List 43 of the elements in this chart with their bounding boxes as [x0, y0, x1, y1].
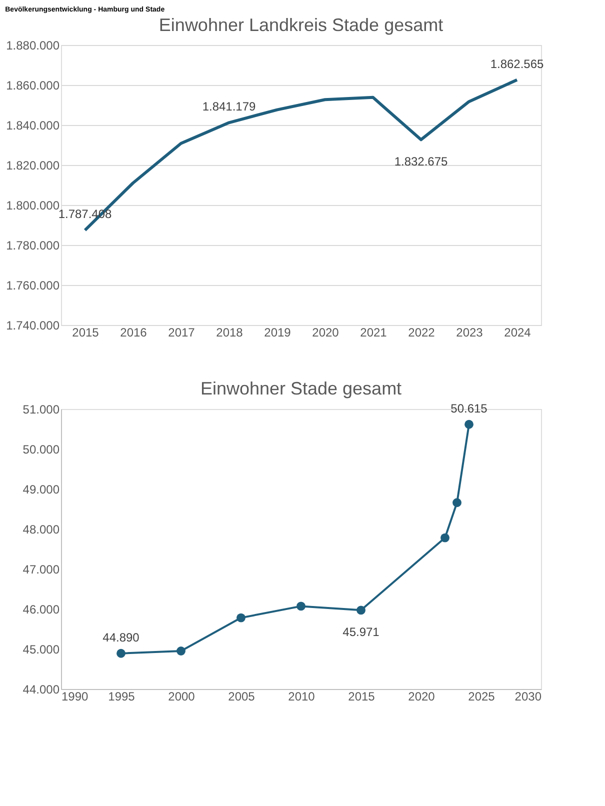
x-tick-label: 2019 — [264, 326, 292, 340]
x-tick-label: 2016 — [120, 326, 148, 340]
x-tick-label: 2015 — [348, 690, 376, 704]
y-tick-label: 1.820.000 — [6, 158, 60, 172]
data-label: 1.862.565 — [490, 56, 544, 71]
data-label: 50.615 — [450, 401, 488, 416]
x-tick-label: 2018 — [216, 326, 244, 340]
x-tick-label: 1990 — [62, 690, 89, 704]
y-tick-label: 1.880.000 — [6, 38, 60, 52]
x-tick-label: 2021 — [360, 326, 388, 340]
x-tick-label: 2030 — [514, 690, 542, 704]
x-tick-label: 2017 — [168, 326, 196, 340]
x-tick-label: 2023 — [456, 326, 484, 340]
y-tick-label: 45.000 — [22, 642, 60, 656]
data-label: 1.841.179 — [202, 100, 256, 114]
x-tick-label: 2010 — [288, 690, 316, 704]
y-tick-label: 1.800.000 — [6, 198, 60, 212]
x-tick-label: 2022 — [408, 326, 436, 340]
y-tick-label: 46.000 — [22, 602, 60, 616]
x-tick-label: 1995 — [108, 690, 136, 704]
y-tick-label: 1.780.000 — [6, 238, 60, 252]
x-tick-label: 2020 — [408, 690, 436, 704]
x-tick-label: 2015 — [72, 326, 100, 340]
y-tick-label: 48.000 — [22, 522, 60, 536]
data-label: 1.832.675 — [394, 154, 448, 169]
y-tick-label: 1.760.000 — [6, 278, 60, 292]
y-tick-label: 1.840.000 — [6, 118, 60, 132]
x-tick-label: 2024 — [504, 326, 532, 340]
y-tick-label: 47.000 — [22, 562, 60, 576]
y-tick-label: 50.000 — [22, 442, 60, 456]
x-tick-label: 2005 — [228, 690, 256, 704]
y-tick-label: 1.740.000 — [6, 318, 60, 332]
y-tick-label: 1.860.000 — [6, 78, 60, 92]
x-tick-label: 2000 — [168, 690, 196, 704]
chart-title: Einwohner Landkreis Stade gesamt — [158, 15, 444, 35]
y-tick-label: 49.000 — [22, 482, 60, 496]
chart-title: Einwohner Stade gesamt — [200, 378, 402, 398]
y-tick-label: 51.000 — [22, 402, 60, 416]
data-label: 44.890 — [102, 630, 140, 644]
y-tick-label: 44.000 — [22, 682, 60, 696]
data-label: 45.971 — [342, 625, 380, 640]
x-tick-label: 2025 — [468, 690, 496, 704]
x-tick-label: 2020 — [312, 326, 340, 340]
